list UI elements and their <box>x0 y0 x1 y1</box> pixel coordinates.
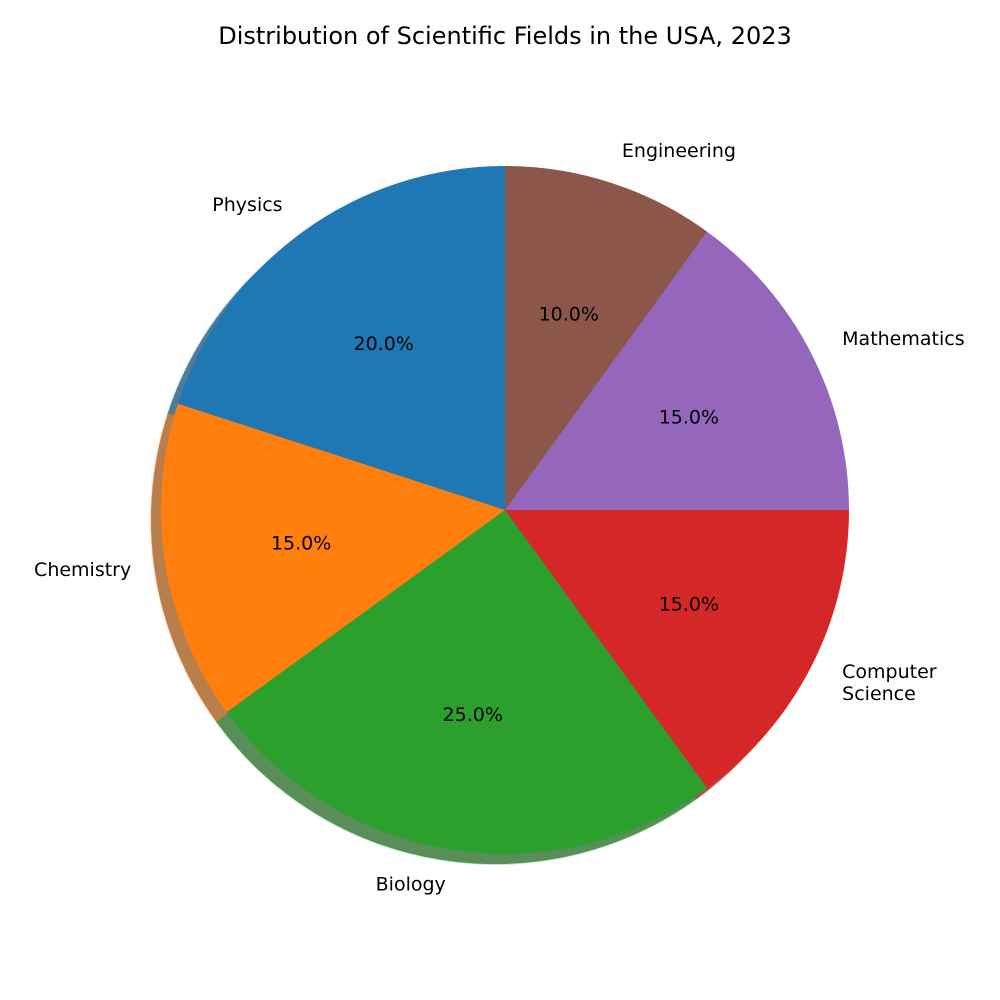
slice-biology <box>226 510 708 854</box>
slice-label-biology: Biology <box>376 874 446 896</box>
pct-label-physics: 20.0% <box>354 333 414 355</box>
pct-label-chemistry: 15.0% <box>271 532 331 554</box>
slice-physics <box>177 166 506 510</box>
slice-engineering <box>505 166 708 510</box>
slice-computer-science <box>505 510 849 789</box>
slice-label-physics: Physics <box>212 194 282 216</box>
slice-chemistry <box>161 403 505 713</box>
slice-layer <box>161 166 849 854</box>
pct-label-mathematics: 15.0% <box>659 406 719 428</box>
label-layer: Physics 20.0% Chemistry 15.0% Biology 25.0% Co… <box>34 140 965 896</box>
slice-label-computer-science: Computer Science <box>842 661 937 705</box>
slice-mathematics <box>505 231 849 510</box>
pct-label-computer-science: 15.0% <box>659 594 719 616</box>
chart-title: Distribution of Scientific Fields in the… <box>218 22 792 50</box>
slice-label-engineering: Engineering <box>622 140 736 162</box>
pct-label-engineering: 10.0% <box>539 304 599 326</box>
pct-label-biology: 25.0% <box>443 704 503 726</box>
slice-label-mathematics: Mathematics <box>842 328 964 350</box>
slice-label-chemistry: Chemistry <box>34 559 131 581</box>
